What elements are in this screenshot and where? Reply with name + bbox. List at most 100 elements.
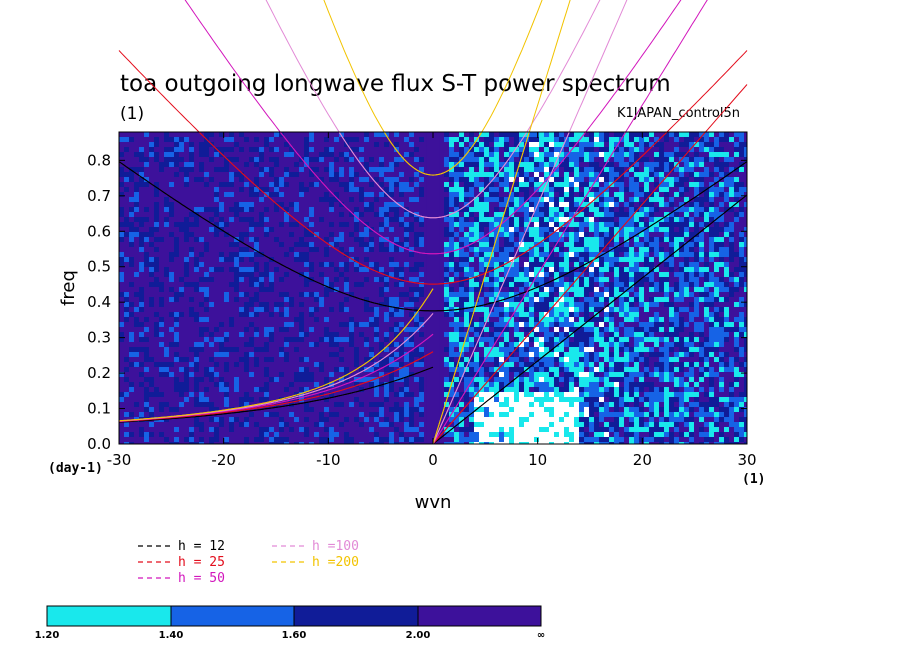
heatmap-cell [634, 162, 639, 167]
heatmap-cell [164, 402, 169, 407]
heatmap-cell [279, 202, 284, 207]
heatmap-cell [419, 232, 424, 237]
heatmap-cell [579, 227, 584, 232]
heatmap-cell [334, 277, 339, 282]
heatmap-cell [139, 232, 144, 237]
heatmap-cell [679, 167, 684, 172]
heatmap-cell [524, 342, 529, 347]
heatmap-cell [154, 227, 159, 232]
heatmap-cell [274, 202, 279, 207]
heatmap-cell [269, 167, 274, 172]
heatmap-cell [484, 262, 489, 267]
heatmap-cell [404, 367, 409, 372]
heatmap-cell [664, 277, 669, 282]
heatmap-cell [624, 352, 629, 357]
heatmap-cell [659, 422, 664, 427]
heatmap-cell [414, 397, 419, 402]
heatmap-cell [529, 132, 534, 137]
heatmap-cell [504, 197, 509, 202]
heatmap-cell [714, 252, 719, 257]
heatmap-cell [549, 367, 554, 372]
heatmap-cell [189, 432, 194, 437]
heatmap-cell [564, 302, 569, 307]
heatmap-cell [509, 282, 514, 287]
heatmap-cell [344, 322, 349, 327]
heatmap-cell [189, 247, 194, 252]
heatmap-cell [554, 392, 559, 397]
heatmap-cell [644, 162, 649, 167]
heatmap-cell [374, 417, 379, 422]
heatmap-cell [394, 407, 399, 412]
heatmap-cell [469, 227, 474, 232]
heatmap-cell [339, 347, 344, 352]
heatmap-cell [634, 167, 639, 172]
heatmap-cell [144, 177, 149, 182]
heatmap-cell [744, 432, 747, 437]
heatmap-cell [704, 302, 709, 307]
heatmap-cell [694, 302, 699, 307]
legend-label: h = 50 [178, 571, 225, 586]
heatmap-cell [559, 137, 564, 142]
heatmap-cell [154, 152, 159, 157]
heatmap-cell [409, 222, 414, 227]
heatmap-cell [699, 177, 704, 182]
heatmap-cell [684, 242, 689, 247]
x-tick-label: 0 [428, 451, 438, 469]
heatmap-cell [179, 392, 184, 397]
heatmap-cell [524, 232, 529, 237]
heatmap-cell [719, 202, 724, 207]
heatmap-cell [709, 172, 714, 177]
heatmap-cell [484, 137, 489, 142]
heatmap-cell [324, 262, 329, 267]
heatmap-cell [549, 132, 554, 137]
heatmap-cell [724, 297, 729, 302]
heatmap-cell [524, 427, 529, 432]
heatmap-cell [574, 137, 579, 142]
heatmap-cell [689, 262, 694, 267]
heatmap-cell [659, 172, 664, 177]
heatmap-cell [469, 387, 474, 392]
heatmap-cell [504, 237, 509, 242]
heatmap-cell [544, 387, 549, 392]
heatmap-cell [719, 357, 724, 362]
heatmap-cell [654, 142, 659, 147]
heatmap-cell [484, 387, 489, 392]
heatmap-cell [159, 392, 164, 397]
heatmap-cell [609, 262, 614, 267]
heatmap-cell [639, 337, 644, 342]
heatmap-cell [669, 402, 674, 407]
heatmap-cell [279, 417, 284, 422]
heatmap-cell [189, 152, 194, 157]
heatmap-cell [684, 382, 689, 387]
heatmap-cell [369, 442, 374, 444]
heatmap-cell [634, 187, 639, 192]
heatmap-cell [379, 157, 384, 162]
heatmap-cell [454, 167, 459, 172]
heatmap-cell [534, 272, 539, 277]
heatmap-cell [734, 252, 739, 257]
heatmap-cell [509, 382, 514, 387]
heatmap-cell [684, 412, 689, 417]
heatmap-cell [579, 322, 584, 327]
heatmap-cell [464, 217, 469, 222]
heatmap-cell [339, 367, 344, 372]
heatmap-cell [479, 267, 484, 272]
heatmap-cell [609, 267, 614, 272]
heatmap-cell [569, 302, 574, 307]
heatmap-cell [584, 212, 589, 217]
heatmap-cell [504, 342, 509, 347]
heatmap-cell [489, 262, 494, 267]
heatmap-cell [609, 287, 614, 292]
heatmap-cell [684, 257, 689, 262]
heatmap-cell [364, 227, 369, 232]
heatmap-cell [684, 372, 689, 377]
heatmap-cell [709, 192, 714, 197]
heatmap-cell [169, 312, 174, 317]
heatmap-cell [464, 297, 469, 302]
x-tick-label: -30 [107, 451, 132, 469]
heatmap-cell [699, 242, 704, 247]
heatmap-cell [739, 432, 744, 437]
heatmap-cell [374, 277, 379, 282]
heatmap-cell [469, 377, 474, 382]
heatmap-cell [689, 147, 694, 152]
